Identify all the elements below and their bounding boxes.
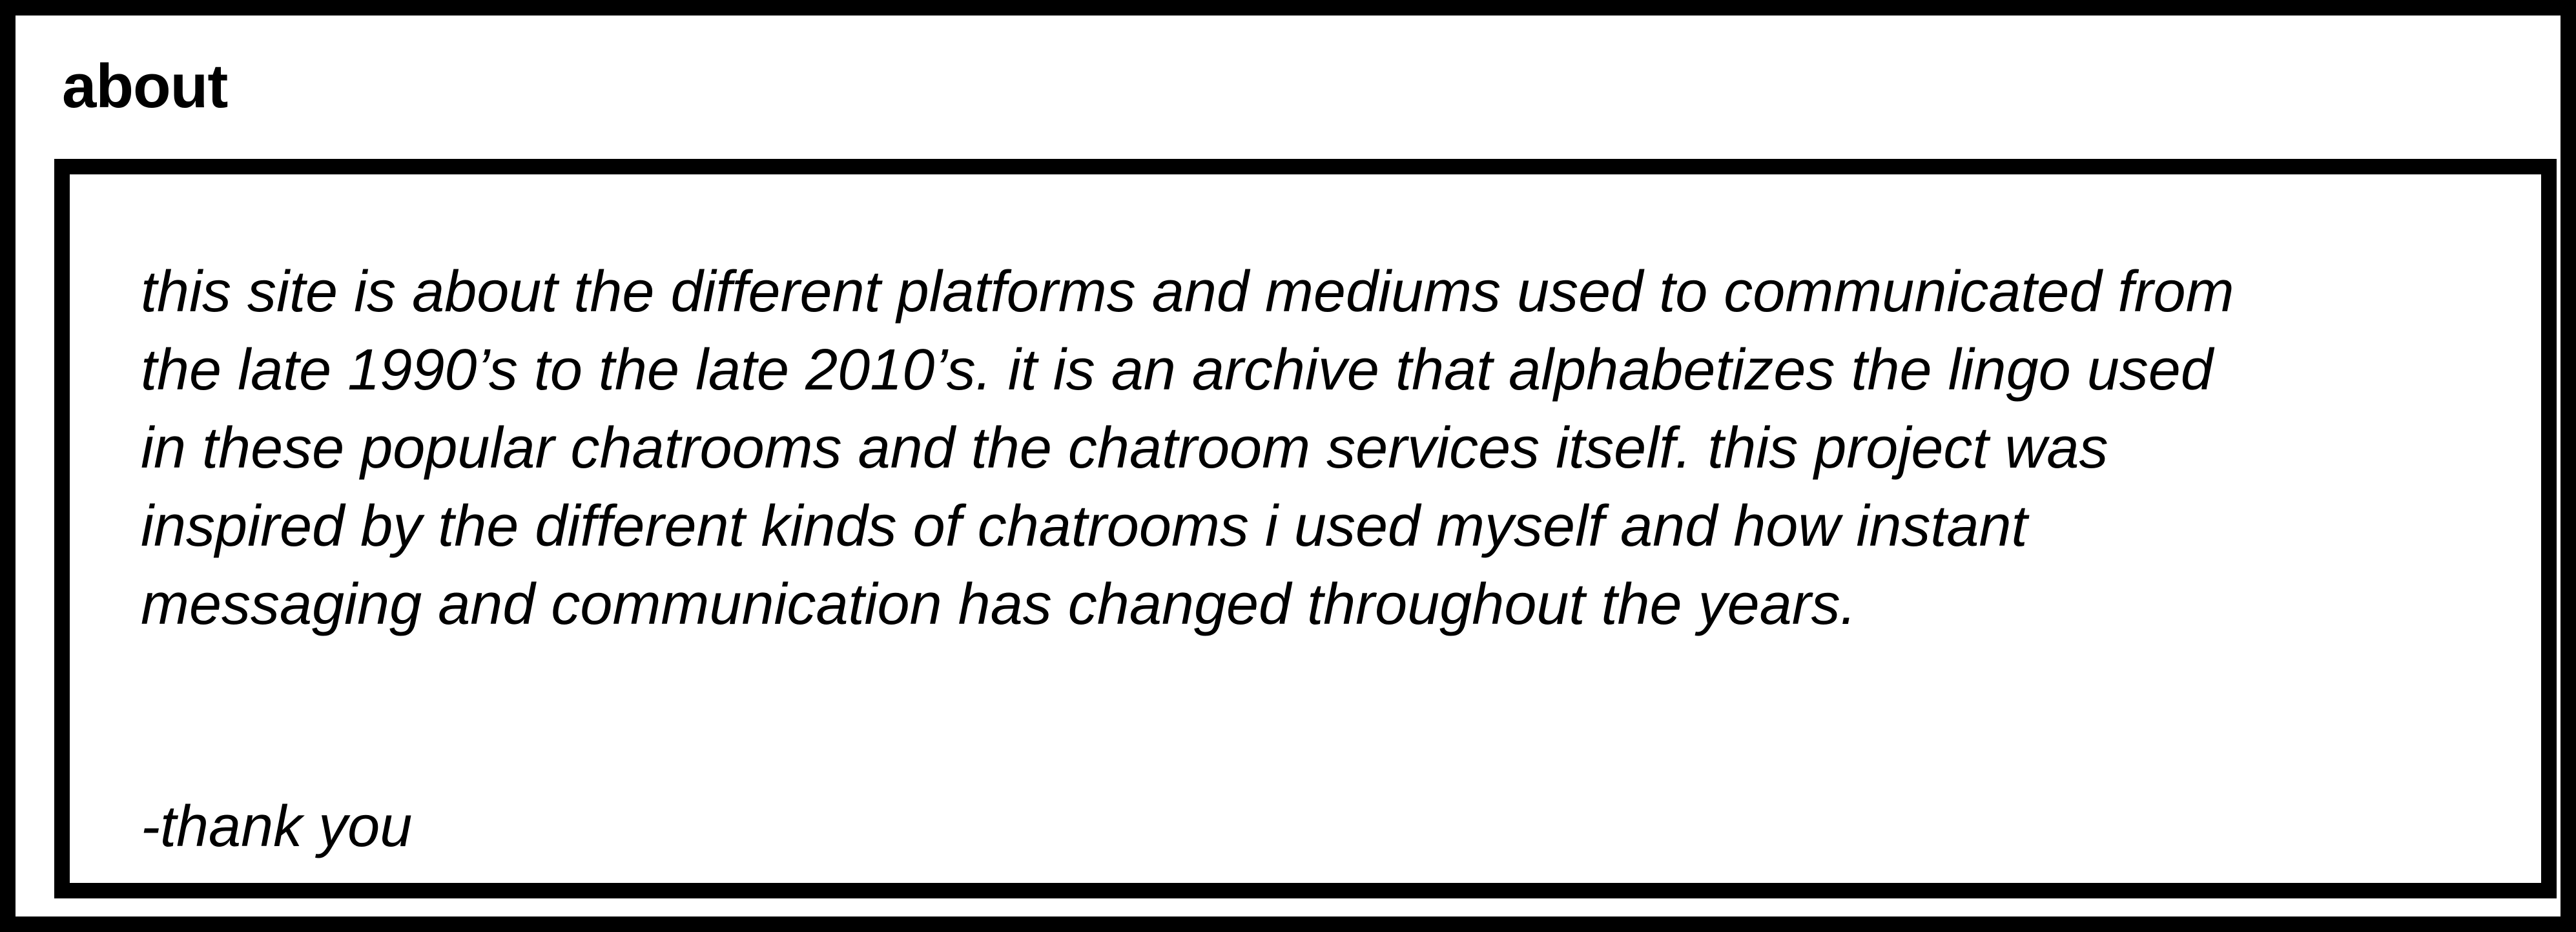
description-line: inspired by the different kinds of chatr… bbox=[141, 494, 2028, 559]
thank-you-signoff: -thank you bbox=[141, 794, 413, 859]
about-content-box: this site is about the different platfor… bbox=[54, 159, 2557, 898]
about-description: this site is about the different platfor… bbox=[141, 253, 2530, 644]
description-line: in these popular chatrooms and the chatr… bbox=[141, 416, 2108, 481]
description-line: messaging and communication has changed … bbox=[141, 572, 1857, 637]
description-line: the late 1990’s to the late 2010’s. it i… bbox=[141, 338, 2213, 402]
page-title: about bbox=[62, 52, 228, 121]
description-line: this site is about the different platfor… bbox=[141, 260, 2234, 324]
